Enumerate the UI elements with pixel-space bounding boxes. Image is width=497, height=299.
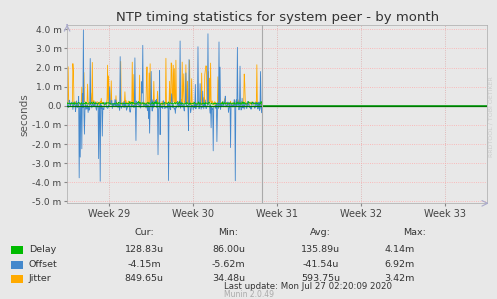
Text: 34.48u: 34.48u bbox=[212, 274, 245, 283]
Text: RRDTOOL / TOBI OETIKER: RRDTOOL / TOBI OETIKER bbox=[489, 76, 494, 157]
Title: NTP timing statistics for system peer - by month: NTP timing statistics for system peer - … bbox=[115, 11, 439, 24]
Text: 86.00u: 86.00u bbox=[212, 245, 245, 254]
Text: Cur:: Cur: bbox=[134, 228, 154, 237]
Text: 3.42m: 3.42m bbox=[385, 274, 415, 283]
Text: Jitter: Jitter bbox=[29, 274, 52, 283]
Text: 6.92m: 6.92m bbox=[385, 260, 415, 269]
Text: -41.54u: -41.54u bbox=[302, 260, 339, 269]
Text: Munin 2.0.49: Munin 2.0.49 bbox=[224, 290, 273, 299]
Text: Avg:: Avg: bbox=[310, 228, 331, 237]
Text: Max:: Max: bbox=[404, 228, 426, 237]
Text: Offset: Offset bbox=[29, 260, 58, 269]
Text: 593.75u: 593.75u bbox=[301, 274, 340, 283]
Text: 128.83u: 128.83u bbox=[125, 245, 164, 254]
Text: -4.15m: -4.15m bbox=[127, 260, 161, 269]
Text: Min:: Min: bbox=[219, 228, 239, 237]
Text: 849.65u: 849.65u bbox=[125, 274, 164, 283]
Text: 4.14m: 4.14m bbox=[385, 245, 415, 254]
Text: Last update: Mon Jul 27 02:20:09 2020: Last update: Mon Jul 27 02:20:09 2020 bbox=[224, 282, 392, 291]
Text: Delay: Delay bbox=[29, 245, 56, 254]
Text: -5.62m: -5.62m bbox=[212, 260, 246, 269]
Y-axis label: seconds: seconds bbox=[19, 93, 29, 136]
Text: 135.89u: 135.89u bbox=[301, 245, 340, 254]
